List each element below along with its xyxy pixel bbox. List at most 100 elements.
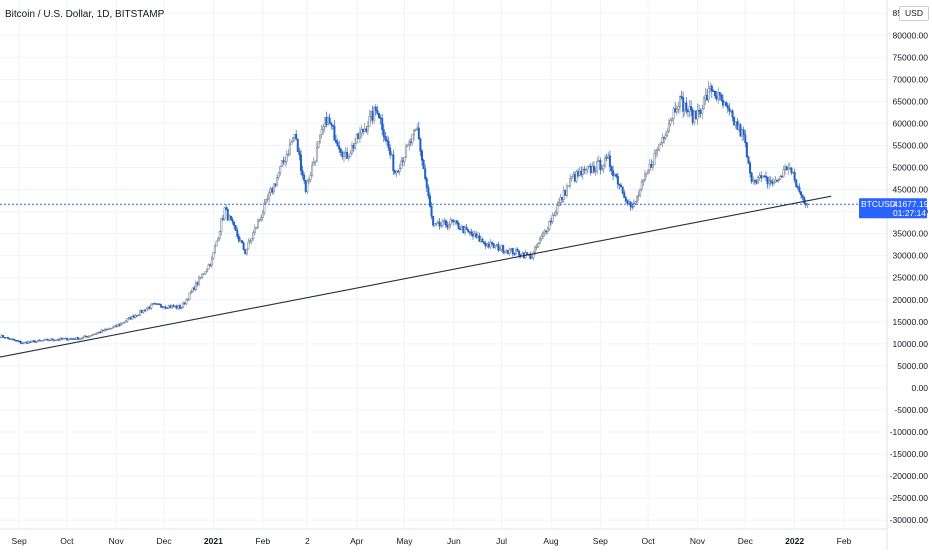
candle [589,163,592,176]
candle [339,147,342,157]
x-tick-label: Sep [593,536,608,546]
candle [40,339,43,342]
candle [96,331,99,335]
candle [565,183,568,199]
candle [405,143,408,159]
candle [530,254,533,260]
candle [578,166,581,177]
candle [753,179,756,186]
candle [145,307,148,312]
candle [27,340,30,344]
candle [323,117,326,133]
candle [573,171,576,183]
candle [764,171,767,182]
y-tick-label: 45000.00 [893,185,929,195]
candle [139,309,142,317]
candle [400,156,403,170]
candle [2,334,5,338]
candle [102,329,105,332]
x-tick-label: Sep [12,536,27,546]
candle [664,132,667,141]
candle [696,103,699,125]
candle [408,138,411,151]
candle [688,99,691,118]
candle [241,239,244,244]
candle [691,107,694,126]
candle [385,135,388,146]
candle [48,339,51,342]
x-tick-label: Dec [738,536,754,546]
candle [604,154,607,168]
candle [0,334,3,339]
candle [451,219,454,224]
candle [110,327,113,330]
candle [327,115,330,126]
candle [481,237,484,243]
candle [419,137,422,157]
candle [511,247,514,257]
price-tag-price: 41677.19 [893,199,929,209]
candle [190,289,193,295]
candle [285,150,288,166]
trendline[interactable] [0,195,832,358]
candle [57,338,60,341]
candle [612,165,615,181]
currency-button[interactable]: USD [899,6,929,21]
candle [104,327,107,332]
candle [299,149,302,176]
candle [26,341,29,345]
candle [45,338,48,341]
candle [188,292,191,301]
candle [225,204,228,211]
y-tick-label: -30000.00 [890,515,929,525]
candle [421,148,424,166]
candle [11,338,14,341]
candle [787,162,790,175]
candle [505,248,508,253]
candle [586,165,589,174]
candle [328,113,331,124]
candle [704,88,707,106]
candle [788,162,791,170]
candle [207,263,210,270]
candle [317,141,320,149]
candle [167,304,170,310]
price-axis[interactable]: 85000.0080000.0075000.0070000.0065000.00… [890,8,929,525]
candle [416,123,419,132]
candle [199,276,202,280]
candle [502,244,505,255]
candle [276,174,279,187]
price-tag-box [859,198,927,219]
time-axis[interactable]: Sep Oct Nov Dec 2021 Feb 2 Apr May Jun Jul Aug Sep Oc… [12,536,852,546]
candle [355,133,358,145]
candle [403,156,406,166]
candle [390,151,393,156]
candle [376,105,379,116]
candle [666,128,669,138]
candle [674,101,677,113]
candle [134,313,137,319]
candle [655,148,658,158]
candle [183,302,186,305]
candle [10,338,13,340]
candle [538,237,541,245]
x-tick-label: 2022 [785,536,804,546]
candle [279,165,282,176]
candle [398,163,401,176]
candle [628,198,631,205]
candle [382,123,385,143]
candle [548,219,551,231]
candle [478,232,481,242]
candle [610,165,613,176]
candle [448,221,451,231]
candle [718,91,721,101]
candle [325,111,328,128]
candle [196,281,199,287]
candle [798,183,801,194]
candle [570,176,573,182]
candle [728,103,731,116]
price-tag-symbol: BTCUSD [861,199,896,209]
candle [690,100,693,117]
